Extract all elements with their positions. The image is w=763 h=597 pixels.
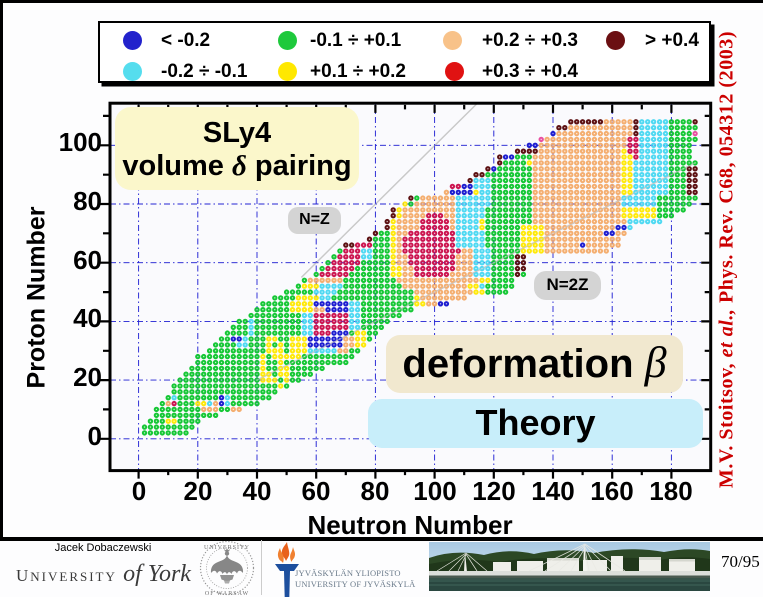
- svg-text:UNIVERSITY: UNIVERSITY: [204, 545, 250, 551]
- svg-text:OF WARSAW: OF WARSAW: [205, 591, 249, 597]
